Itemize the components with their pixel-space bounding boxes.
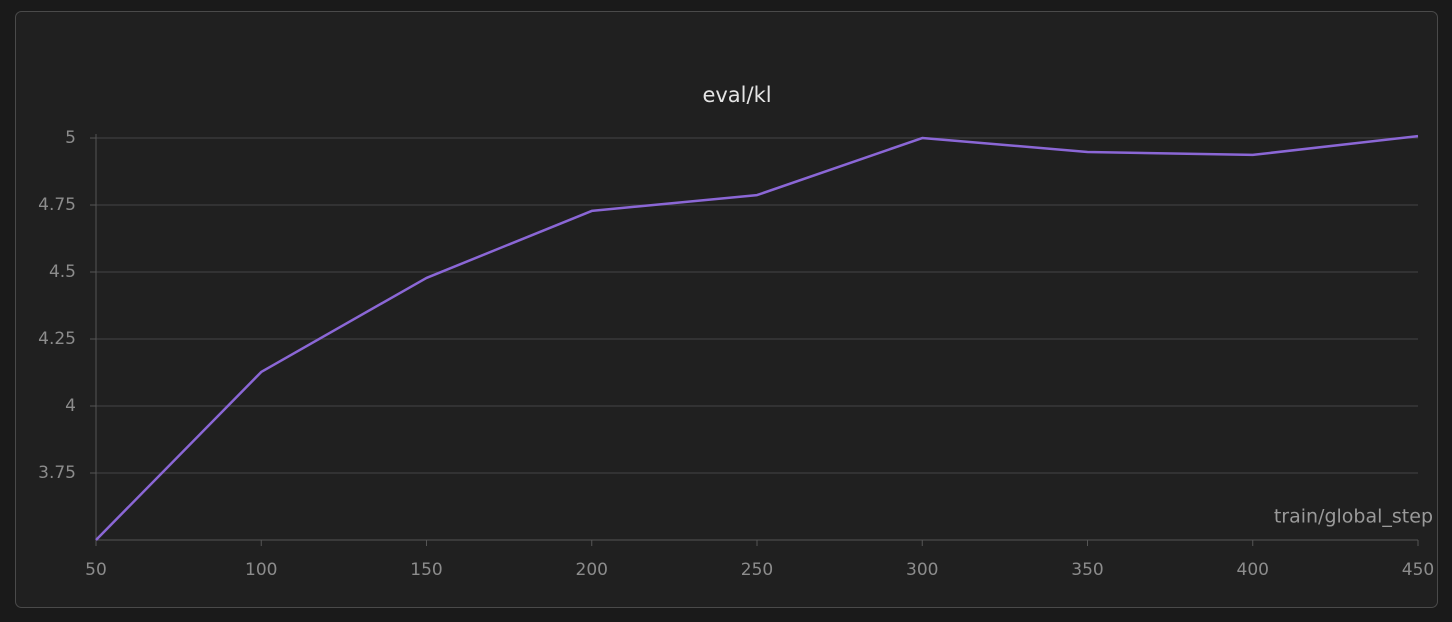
x-tick-label: 100 xyxy=(245,560,277,580)
panel xyxy=(15,11,1438,608)
y-tick-label: 3.75 xyxy=(38,463,76,483)
x-tick-label: 150 xyxy=(410,560,442,580)
y-tick-label: 4.25 xyxy=(38,329,76,349)
line-series xyxy=(95,134,1419,541)
x-tick-label: 400 xyxy=(1237,560,1269,580)
x-tick-label: 300 xyxy=(906,560,938,580)
x-tick-label: 50 xyxy=(85,560,107,580)
x-tick-label: 250 xyxy=(741,560,773,580)
x-tick-label: 200 xyxy=(576,560,608,580)
y-tick-label: 4.75 xyxy=(38,195,76,215)
y-tick-label: 5 xyxy=(65,128,76,148)
x-axis-label: train/global_step xyxy=(1274,506,1433,528)
x-tick-label: 350 xyxy=(1071,560,1103,580)
x-tick-label: 450 xyxy=(1402,560,1434,580)
y-tick-label: 4 xyxy=(65,396,76,416)
y-tick-label: 4.5 xyxy=(49,262,76,282)
chart-title: eval/kl xyxy=(702,83,771,107)
